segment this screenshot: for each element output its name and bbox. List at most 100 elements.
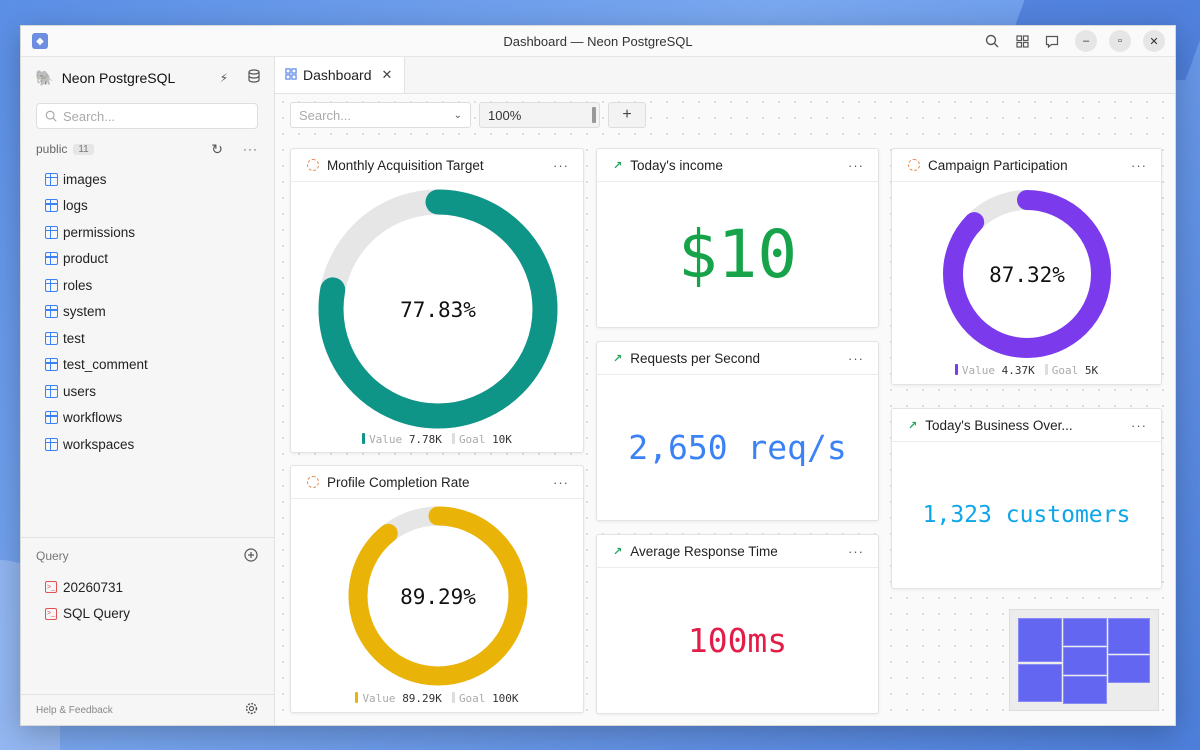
postgres-elephant-icon: 🐘 xyxy=(35,70,54,87)
search-icon xyxy=(45,110,57,122)
sidebar-table-users[interactable]: users xyxy=(21,378,274,405)
card-average-response-time[interactable]: ↗ Average Response Time ··· 100ms xyxy=(596,534,879,714)
minimize-button[interactable]: – xyxy=(1075,30,1097,52)
progress-arc xyxy=(318,189,558,429)
card-profile-completion[interactable]: Profile Completion Rate ··· 89.29% Value… xyxy=(290,465,584,713)
close-button[interactable]: ✕ xyxy=(1143,30,1165,52)
table-name: images xyxy=(63,171,107,187)
card-requests-per-second[interactable]: ↗ Requests per Second ··· 2,650 req/s xyxy=(596,341,879,521)
database-icon[interactable] xyxy=(248,68,260,88)
table-list: images logs permissions product roles system t… xyxy=(21,166,274,458)
sql-file-icon: >_ xyxy=(45,607,57,620)
search-icon[interactable] xyxy=(981,30,1003,52)
tab-label: Dashboard xyxy=(303,67,372,83)
sidebar-table-permissions[interactable]: permissions xyxy=(21,219,274,246)
trend-up-icon: ↗ xyxy=(613,159,623,172)
table-icon xyxy=(45,278,58,292)
percent-label: 77.83% xyxy=(400,298,476,322)
table-name: workspaces xyxy=(63,436,135,452)
table-name: logs xyxy=(63,198,88,214)
table-icon xyxy=(45,331,58,345)
schema-selector[interactable]: public 11 ↻ ··· xyxy=(21,140,274,158)
card-title: Average Response Time xyxy=(630,543,778,559)
legend-goal: 5K xyxy=(1084,364,1099,377)
sidebar-table-test[interactable]: test xyxy=(21,325,274,352)
card-monthly-acquisition[interactable]: Monthly Acquisition Target ··· 77.83% Va… xyxy=(290,148,584,453)
minimap-block xyxy=(1063,618,1107,646)
legend-value: 7.78K xyxy=(408,433,442,446)
table-icon xyxy=(45,437,58,451)
query-item[interactable]: >_ SQL Query xyxy=(21,601,274,628)
more-icon[interactable]: ··· xyxy=(1131,417,1147,433)
card-campaign-participation[interactable]: Campaign Participation ··· 87.32% Value … xyxy=(891,148,1162,385)
refresh-icon[interactable]: ↻ xyxy=(211,140,223,157)
help-feedback-link[interactable]: Help & Feedback xyxy=(36,704,113,716)
add-query-icon[interactable] xyxy=(244,547,258,565)
sidebar-table-images[interactable]: images xyxy=(21,166,274,193)
sidebar-table-roles[interactable]: roles xyxy=(21,272,274,299)
sidebar-table-system[interactable]: system xyxy=(21,299,274,326)
more-icon[interactable]: ··· xyxy=(848,157,864,173)
legend-swatch xyxy=(954,364,958,375)
dashboard-toolbar: Search... ⌄ 100% + xyxy=(290,102,646,128)
table-icon xyxy=(45,358,58,372)
select-placeholder: Search... xyxy=(299,107,352,123)
table-name: test_comment xyxy=(63,357,148,373)
app-window: ◆ Dashboard — Neon PostgreSQL – ▫ ✕ 🐘 Ne… xyxy=(20,25,1176,726)
table-name: product xyxy=(63,251,109,267)
table-name: roles xyxy=(63,277,93,293)
legend-value-label: Value xyxy=(369,433,403,446)
chat-icon[interactable] xyxy=(1041,30,1063,52)
dashboard-minimap[interactable] xyxy=(1009,609,1159,711)
legend-goal: 10K xyxy=(492,433,512,446)
zoom-value: 100% xyxy=(488,107,522,123)
sidebar-table-product[interactable]: product xyxy=(21,246,274,273)
card-todays-income[interactable]: ↗ Today's income ··· $10 xyxy=(596,148,879,328)
query-item[interactable]: >_ 20260731 xyxy=(21,574,274,601)
layout-icon[interactable] xyxy=(1011,30,1033,52)
table-icon xyxy=(45,411,58,425)
table-name: users xyxy=(63,383,97,399)
legend-swatch xyxy=(362,433,366,444)
table-icon xyxy=(45,252,58,266)
card-title: Campaign Participation xyxy=(928,157,1068,173)
progress-ring-icon xyxy=(307,476,319,488)
sidebar-table-logs[interactable]: logs xyxy=(21,193,274,220)
dashboard-canvas[interactable]: Search... ⌄ 100% + Monthly Acquisition T… xyxy=(275,94,1175,725)
progress-arc xyxy=(348,506,528,686)
more-icon[interactable]: ··· xyxy=(848,350,864,366)
more-icon[interactable]: ··· xyxy=(848,543,864,559)
sidebar-table-workspaces[interactable]: workspaces xyxy=(21,431,274,458)
legend: Value 4.37K Goal 5K xyxy=(892,364,1161,377)
card-title: Monthly Acquisition Target xyxy=(327,157,484,173)
more-icon[interactable]: ··· xyxy=(1131,157,1147,173)
table-icon xyxy=(45,172,58,186)
tab-dashboard[interactable]: Dashboard ✕ xyxy=(275,57,406,93)
minimap-block xyxy=(1108,618,1150,654)
minimap-block xyxy=(1018,664,1062,702)
stat-value: $10 xyxy=(677,216,798,293)
app-logo-icon: ◆ xyxy=(32,33,48,49)
table-icon xyxy=(45,305,58,319)
table-name: permissions xyxy=(63,224,136,240)
sidebar-search-input[interactable]: Search... xyxy=(36,103,258,129)
tab-bar: Dashboard ✕ xyxy=(275,57,1175,94)
legend-swatch xyxy=(451,433,455,444)
maximize-button[interactable]: ▫ xyxy=(1109,30,1131,52)
dashboard-grid-icon xyxy=(285,67,297,83)
more-icon[interactable]: ··· xyxy=(553,157,569,173)
settings-gear-icon[interactable] xyxy=(245,702,258,718)
more-icon[interactable]: ··· xyxy=(553,474,569,490)
plug-icon[interactable]: ⚡ xyxy=(219,71,228,85)
widget-search-select[interactable]: Search... ⌄ xyxy=(290,102,471,128)
legend-goal: 100K xyxy=(492,692,519,705)
close-icon[interactable]: ✕ xyxy=(381,67,393,82)
card-title: Profile Completion Rate xyxy=(327,474,470,490)
add-widget-button[interactable]: + xyxy=(608,102,646,128)
zoom-input[interactable]: 100% xyxy=(479,102,600,128)
more-icon[interactable]: ··· xyxy=(243,142,258,156)
sidebar-table-test-comment[interactable]: test_comment xyxy=(21,352,274,379)
sidebar-table-workflows[interactable]: workflows xyxy=(21,405,274,432)
card-todays-business-overview[interactable]: ↗ Today's Business Over... ··· 1,323 cus… xyxy=(891,408,1162,589)
search-placeholder: Search... xyxy=(63,108,116,124)
